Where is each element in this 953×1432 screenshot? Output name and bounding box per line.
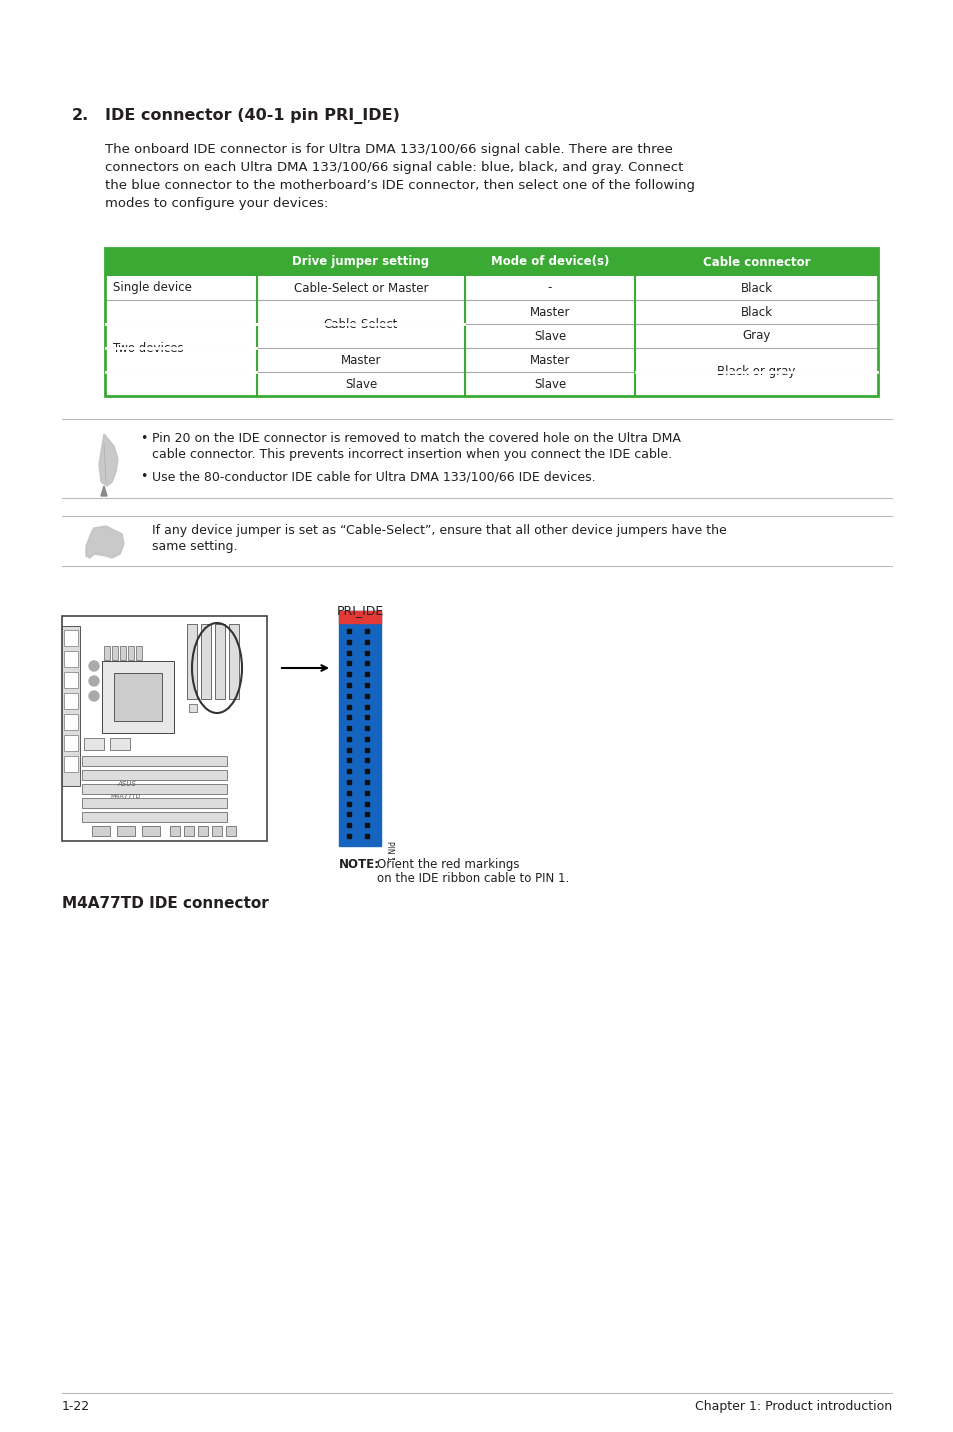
Bar <box>120 646 126 660</box>
Bar <box>62 616 267 841</box>
Text: modes to configure your devices:: modes to configure your devices: <box>105 198 328 211</box>
Text: on the IDE ribbon cable to PIN 1.: on the IDE ribbon cable to PIN 1. <box>376 872 569 885</box>
Bar <box>201 624 211 699</box>
Bar <box>198 826 208 836</box>
Bar <box>112 646 118 660</box>
Text: Master: Master <box>529 354 570 367</box>
Bar <box>64 693 78 709</box>
Text: Black: Black <box>740 305 772 318</box>
Bar <box>113 673 162 720</box>
Bar <box>105 248 877 397</box>
Text: Master: Master <box>340 354 381 367</box>
Text: If any device jumper is set as “Cable-Select”, ensure that all other device jump: If any device jumper is set as “Cable-Se… <box>152 524 726 537</box>
Bar <box>110 737 130 750</box>
Text: M4A77TD IDE connector: M4A77TD IDE connector <box>62 896 269 911</box>
Bar <box>212 826 222 836</box>
Bar <box>64 715 78 730</box>
Text: Drive jumper setting: Drive jumper setting <box>293 255 429 269</box>
Bar <box>117 826 135 836</box>
Bar <box>136 646 142 660</box>
Bar <box>82 798 227 808</box>
Text: PIN 1: PIN 1 <box>385 841 394 861</box>
Text: Black or gray: Black or gray <box>717 365 795 378</box>
Text: -: - <box>547 282 552 295</box>
Bar <box>189 705 196 712</box>
Bar <box>82 812 227 822</box>
Bar <box>128 646 133 660</box>
Text: Gray: Gray <box>741 329 770 342</box>
Bar <box>102 662 173 733</box>
Text: 1-22: 1-22 <box>62 1400 90 1413</box>
Bar <box>170 826 180 836</box>
Text: Cable-Select or Master: Cable-Select or Master <box>294 282 428 295</box>
Text: Chapter 1: Product introduction: Chapter 1: Product introduction <box>694 1400 891 1413</box>
Bar <box>84 737 104 750</box>
Bar <box>229 624 239 699</box>
Text: Cable-Select: Cable-Select <box>323 318 397 331</box>
Bar <box>64 672 78 687</box>
Bar <box>82 770 227 780</box>
Bar <box>214 624 225 699</box>
Bar <box>105 248 877 276</box>
Text: Cable connector: Cable connector <box>702 255 809 269</box>
Circle shape <box>89 676 99 686</box>
Text: cable connector. This prevents incorrect insertion when you connect the IDE cabl: cable connector. This prevents incorrect… <box>152 448 672 461</box>
Bar <box>104 646 110 660</box>
Text: Two devices: Two devices <box>112 341 183 355</box>
Bar <box>64 630 78 646</box>
Bar <box>338 611 380 623</box>
Bar <box>184 826 193 836</box>
Text: Slave: Slave <box>534 329 565 342</box>
Bar <box>91 826 110 836</box>
Circle shape <box>89 692 99 702</box>
Text: 2.: 2. <box>71 107 90 123</box>
Text: the blue connector to the motherboard’s IDE connector, then select one of the fo: the blue connector to the motherboard’s … <box>105 179 695 192</box>
Text: •: • <box>140 432 147 445</box>
Text: PRI_IDE: PRI_IDE <box>336 604 384 617</box>
Bar <box>82 783 227 793</box>
Text: Mode of device(s): Mode of device(s) <box>490 255 609 269</box>
Text: •: • <box>140 470 147 483</box>
Bar <box>64 735 78 750</box>
Text: IDE connector (40-1 pin PRI_IDE): IDE connector (40-1 pin PRI_IDE) <box>105 107 399 125</box>
Text: NOTE:: NOTE: <box>338 858 379 871</box>
Bar <box>338 611 380 846</box>
Bar <box>82 756 227 766</box>
Polygon shape <box>86 526 124 558</box>
Bar <box>62 626 80 786</box>
Text: Pin 20 on the IDE connector is removed to match the covered hole on the Ultra DM: Pin 20 on the IDE connector is removed t… <box>152 432 680 445</box>
Text: Black: Black <box>740 282 772 295</box>
Text: ASUS: ASUS <box>117 780 135 788</box>
Text: connectors on each Ultra DMA 133/100/66 signal cable: blue, black, and gray. Con: connectors on each Ultra DMA 133/100/66 … <box>105 160 682 175</box>
Text: M4A77TD: M4A77TD <box>110 793 140 799</box>
Bar <box>64 652 78 667</box>
Bar <box>226 826 235 836</box>
Text: Slave: Slave <box>345 378 376 391</box>
Bar <box>187 624 196 699</box>
Polygon shape <box>99 434 118 485</box>
Text: Use the 80-conductor IDE cable for Ultra DMA 133/100/66 IDE devices.: Use the 80-conductor IDE cable for Ultra… <box>152 470 595 483</box>
Circle shape <box>89 662 99 672</box>
Polygon shape <box>101 485 107 495</box>
Text: same setting.: same setting. <box>152 540 237 553</box>
Text: Master: Master <box>529 305 570 318</box>
Bar <box>142 826 160 836</box>
Text: The onboard IDE connector is for Ultra DMA 133/100/66 signal cable. There are th: The onboard IDE connector is for Ultra D… <box>105 143 672 156</box>
Text: Slave: Slave <box>534 378 565 391</box>
Bar <box>64 756 78 772</box>
Text: Orient the red markings: Orient the red markings <box>376 858 519 871</box>
Text: Single device: Single device <box>112 282 192 295</box>
